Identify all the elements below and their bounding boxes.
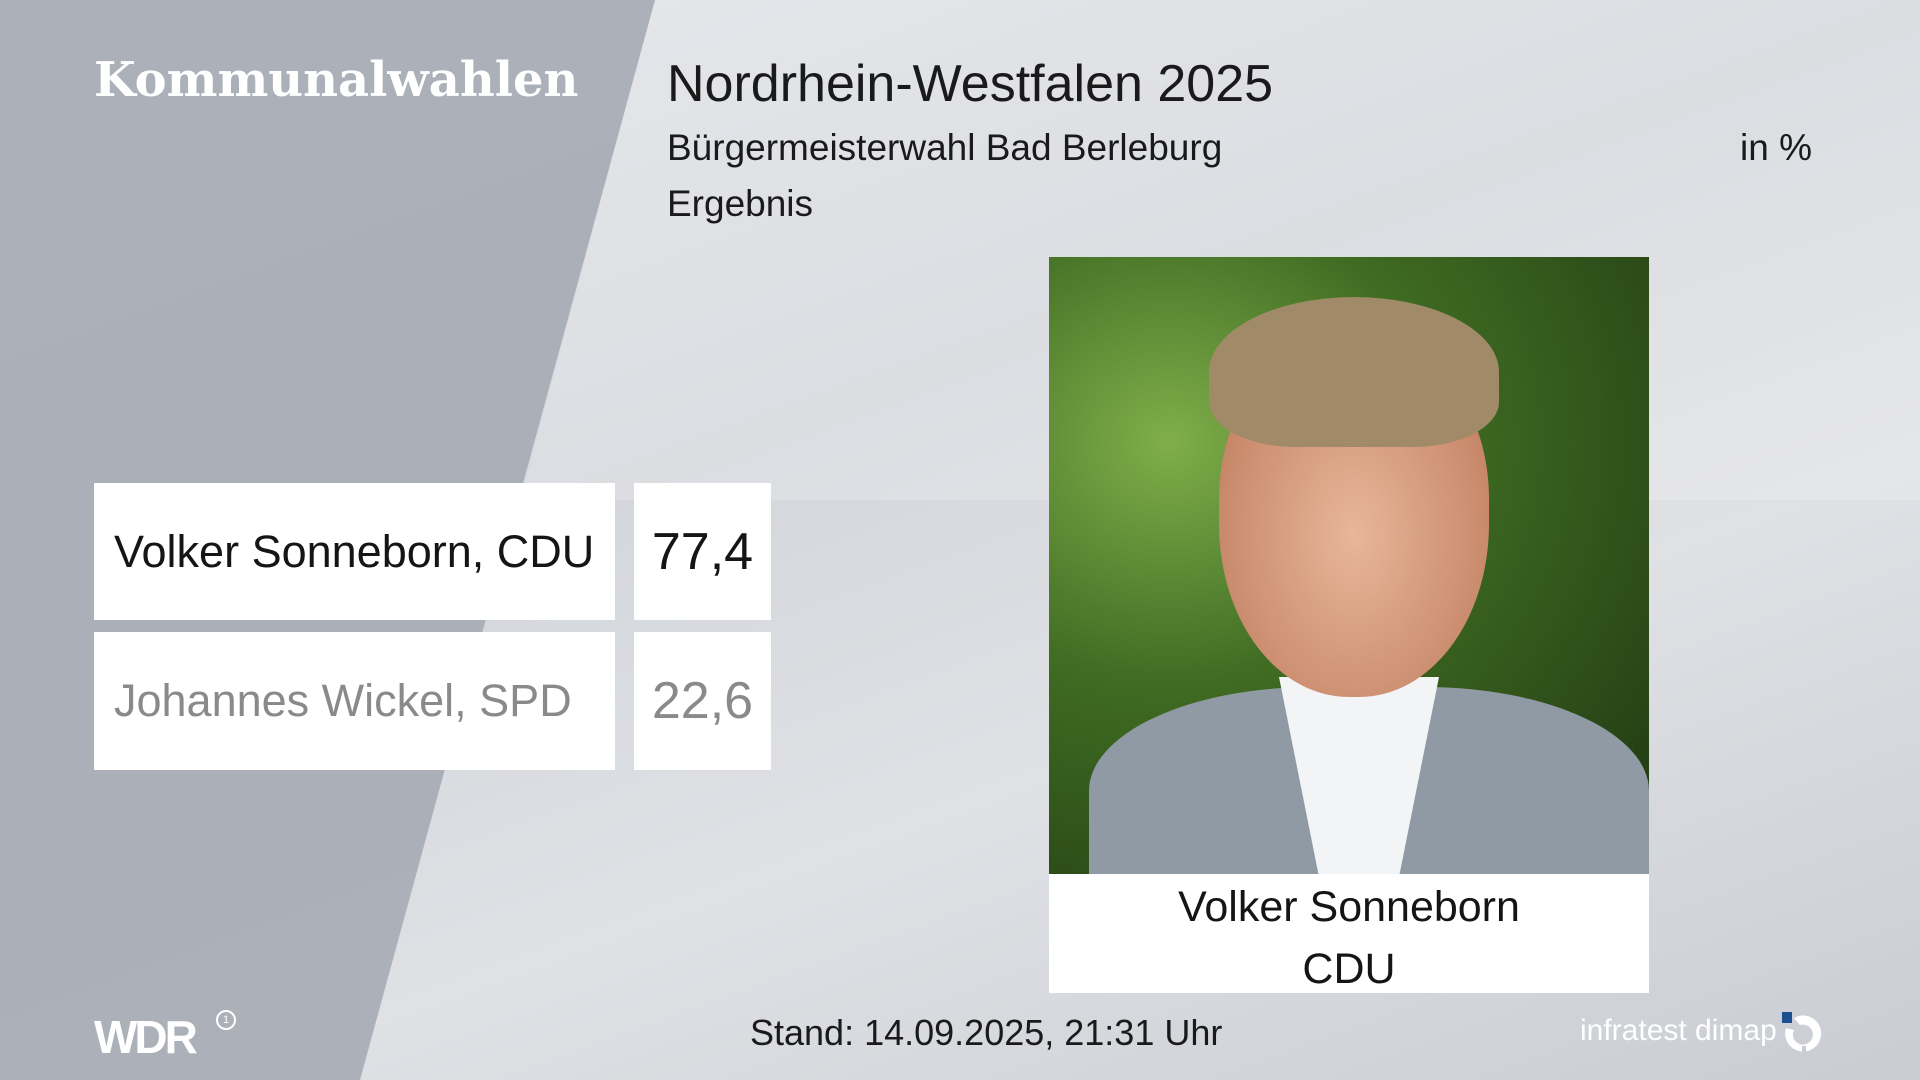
wdr-logo: WDR (94, 1011, 198, 1063)
candidate-portrait-icon (1049, 257, 1649, 874)
portrait-hair (1209, 297, 1499, 447)
ard-one-icon: 1 (216, 1010, 236, 1030)
winner-party: CDU (1302, 945, 1396, 993)
page-title: Nordrhein-Westfalen 2025 (667, 55, 1274, 113)
brand-title: Kommunalwahlen (94, 52, 579, 108)
candidate-name-1: Volker Sonneborn, CDU (94, 483, 615, 620)
winner-caption: Volker Sonneborn CDU (1049, 874, 1649, 993)
infratest-dimap-logo-icon (1782, 1012, 1822, 1058)
candidate-name-2: Johannes Wickel, SPD (94, 632, 615, 770)
result-label: Ergebnis (667, 183, 814, 224)
pollster-name: infratest dimap (1580, 1014, 1777, 1047)
unit-label: in % (1740, 127, 1812, 168)
candidate-value-1: 77,4 (634, 483, 771, 620)
election-subtitle: Bürgermeisterwahl Bad Berleburg (667, 127, 1223, 168)
timestamp: Stand: 14.09.2025, 21:31 Uhr (750, 1012, 1223, 1053)
candidate-value-2: 22,6 (634, 632, 771, 770)
winner-name: Volker Sonneborn (1178, 883, 1520, 931)
